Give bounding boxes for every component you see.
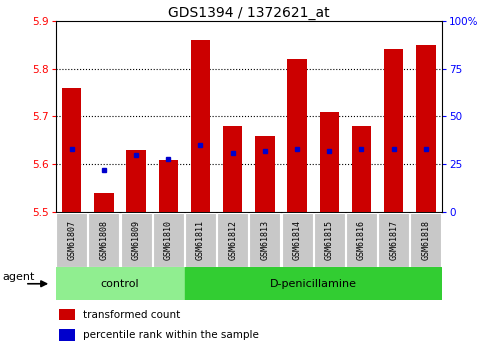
Bar xyxy=(153,213,184,267)
Bar xyxy=(56,267,184,300)
Bar xyxy=(314,213,345,267)
Text: GSM61818: GSM61818 xyxy=(421,220,430,260)
Bar xyxy=(191,40,210,212)
Text: GSM61809: GSM61809 xyxy=(131,220,141,260)
Text: agent: agent xyxy=(3,272,35,282)
Bar xyxy=(158,159,178,212)
Bar xyxy=(121,213,152,267)
Text: GSM61807: GSM61807 xyxy=(67,220,76,260)
Bar xyxy=(127,150,146,212)
Bar xyxy=(282,213,313,267)
Bar xyxy=(185,213,216,267)
Text: GSM61815: GSM61815 xyxy=(325,220,334,260)
Bar xyxy=(94,193,114,212)
Text: control: control xyxy=(100,279,139,289)
Bar xyxy=(249,213,280,267)
Bar xyxy=(62,88,81,212)
Text: GSM61813: GSM61813 xyxy=(260,220,270,260)
Bar xyxy=(378,213,409,267)
Bar xyxy=(416,45,436,212)
Text: GSM61817: GSM61817 xyxy=(389,220,398,260)
Bar xyxy=(217,213,248,267)
Text: D-penicillamine: D-penicillamine xyxy=(270,279,356,289)
Bar xyxy=(255,136,274,212)
Text: GSM61814: GSM61814 xyxy=(293,220,301,260)
Bar xyxy=(320,112,339,212)
Bar xyxy=(411,213,441,267)
Text: GSM61816: GSM61816 xyxy=(357,220,366,260)
Bar xyxy=(346,213,377,267)
Bar xyxy=(185,267,441,300)
Title: GDS1394 / 1372621_at: GDS1394 / 1372621_at xyxy=(168,6,329,20)
Bar xyxy=(88,213,119,267)
Text: GSM61810: GSM61810 xyxy=(164,220,173,260)
Text: GSM61811: GSM61811 xyxy=(196,220,205,260)
Bar xyxy=(56,213,87,267)
Bar xyxy=(59,329,75,341)
Bar xyxy=(223,126,242,212)
Text: transformed count: transformed count xyxy=(83,309,180,319)
Text: percentile rank within the sample: percentile rank within the sample xyxy=(83,330,258,340)
Bar xyxy=(59,309,75,320)
Bar xyxy=(352,126,371,212)
Bar xyxy=(287,59,307,212)
Bar xyxy=(384,49,403,212)
Text: GSM61808: GSM61808 xyxy=(99,220,108,260)
Text: GSM61812: GSM61812 xyxy=(228,220,237,260)
